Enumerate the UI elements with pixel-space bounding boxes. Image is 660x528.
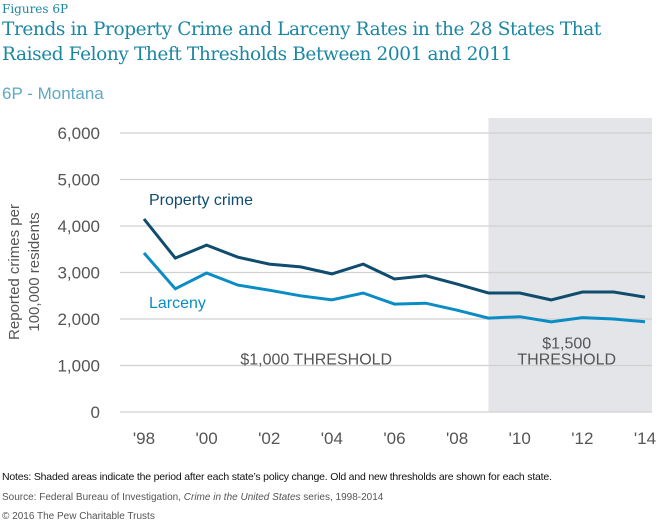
y-tick-label: 5,000 [57, 171, 100, 190]
chart-title: Trends in Property Crime and Larceny Rat… [2, 19, 601, 65]
x-tick-label: '00 [196, 429, 218, 448]
copyright: © 2016 The Pew Charitable Trusts [2, 511, 155, 522]
threshold-annotation: THRESHOLD [517, 352, 616, 369]
source-title: Crime in the United States [183, 492, 301, 503]
series-label: Property crime [149, 192, 253, 209]
y-tick-label: 3,000 [57, 264, 100, 283]
threshold-annotation: $1,500 [542, 335, 591, 352]
threshold-annotation: $1,000 THRESHOLD [240, 352, 392, 369]
y-tick-label: 0 [91, 403, 100, 422]
notes: Notes: Shaded areas indicate the period … [2, 471, 552, 483]
y-axis-label: Reported crimes per [6, 204, 23, 340]
y-tick-label: 2,000 [57, 310, 100, 329]
figure-label: Figures 6P [2, 2, 69, 16]
x-tick-label: '04 [321, 429, 343, 448]
y-axis-label-line2: 100,000 residents [26, 212, 43, 331]
y-tick-label: 1,000 [57, 357, 100, 376]
y-tick-label: 6,000 [57, 124, 100, 143]
source-prefix: Source: Federal Bureau of Investigation, [2, 492, 184, 503]
x-tick-label: '10 [509, 429, 531, 448]
y-tick-label: 4,000 [57, 217, 100, 236]
source: Source: Federal Bureau of Investigation,… [2, 492, 383, 503]
x-tick-label: '12 [571, 429, 593, 448]
x-tick-label: '08 [446, 429, 468, 448]
x-tick-label: '98 [133, 429, 155, 448]
shaded-period [488, 118, 652, 412]
x-tick-label: '02 [258, 429, 280, 448]
source-suffix: series, 1998-2014 [300, 492, 384, 503]
x-tick-label: '14 [634, 429, 656, 448]
series-label: Larceny [149, 295, 206, 312]
chart-subtitle: 6P - Montana [2, 84, 104, 103]
x-tick-label: '06 [383, 429, 405, 448]
